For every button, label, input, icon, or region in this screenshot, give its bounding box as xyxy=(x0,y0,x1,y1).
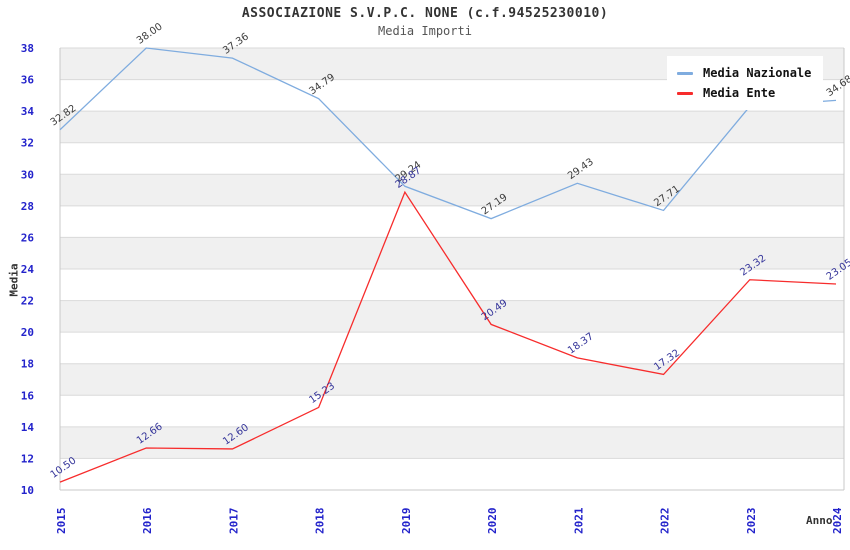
x-axis-title: Anno xyxy=(806,514,833,527)
svg-text:34: 34 xyxy=(21,105,35,118)
svg-text:2022: 2022 xyxy=(659,508,672,535)
svg-text:2021: 2021 xyxy=(572,507,585,534)
svg-text:2017: 2017 xyxy=(227,508,240,535)
media-nazionale-swatch-icon xyxy=(677,71,693,75)
svg-text:24: 24 xyxy=(21,263,35,276)
legend-label: Media Ente xyxy=(703,86,776,100)
svg-text:2024: 2024 xyxy=(831,507,844,534)
svg-text:12: 12 xyxy=(21,452,34,465)
svg-text:14: 14 xyxy=(21,421,35,434)
svg-text:16: 16 xyxy=(21,389,35,402)
legend-label: Media Nazionale xyxy=(703,66,812,80)
media-nazionale-line xyxy=(59,47,837,220)
svg-text:18: 18 xyxy=(21,358,34,371)
svg-text:26: 26 xyxy=(21,231,35,244)
svg-text:2018: 2018 xyxy=(314,508,327,535)
svg-text:2019: 2019 xyxy=(400,508,413,535)
legend: Media Nazionale Media Ente xyxy=(667,56,824,110)
media-ente-line xyxy=(59,190,837,483)
svg-text:32: 32 xyxy=(21,137,34,150)
x-tick-labels: 2015 2016 2017 2018 2019 2020 2021 2022 2023 2024 xyxy=(55,507,844,534)
svg-text:38: 38 xyxy=(21,42,34,55)
svg-text:2020: 2020 xyxy=(486,508,499,535)
legend-item-media-nazionale: Media Nazionale xyxy=(677,63,811,83)
svg-text:28: 28 xyxy=(21,200,34,213)
svg-text:20: 20 xyxy=(21,326,34,339)
svg-text:2023: 2023 xyxy=(745,508,758,535)
svg-text:18.37: 18.37 xyxy=(566,331,596,356)
plot-bands xyxy=(60,48,844,459)
legend-item-media-ente: Media Ente xyxy=(677,83,811,103)
svg-text:30: 30 xyxy=(21,168,34,181)
chart-title: ASSOCIAZIONE S.V.P.C. NONE (c.f.94525230… xyxy=(241,6,609,21)
svg-text:10: 10 xyxy=(21,484,34,497)
svg-text:36: 36 xyxy=(21,74,35,87)
media-ente-swatch-icon xyxy=(677,91,693,95)
svg-text:2016: 2016 xyxy=(141,507,154,534)
svg-text:2015: 2015 xyxy=(55,508,68,535)
y-tick-labels: 10 12 14 16 18 20 22 24 26 28 30 32 34 36 38 xyxy=(21,42,35,497)
svg-text:22: 22 xyxy=(21,295,34,308)
chart-subtitle: Media Importi xyxy=(378,24,472,38)
plot-border xyxy=(59,48,845,491)
svg-text:38.00: 38.00 xyxy=(135,21,165,46)
